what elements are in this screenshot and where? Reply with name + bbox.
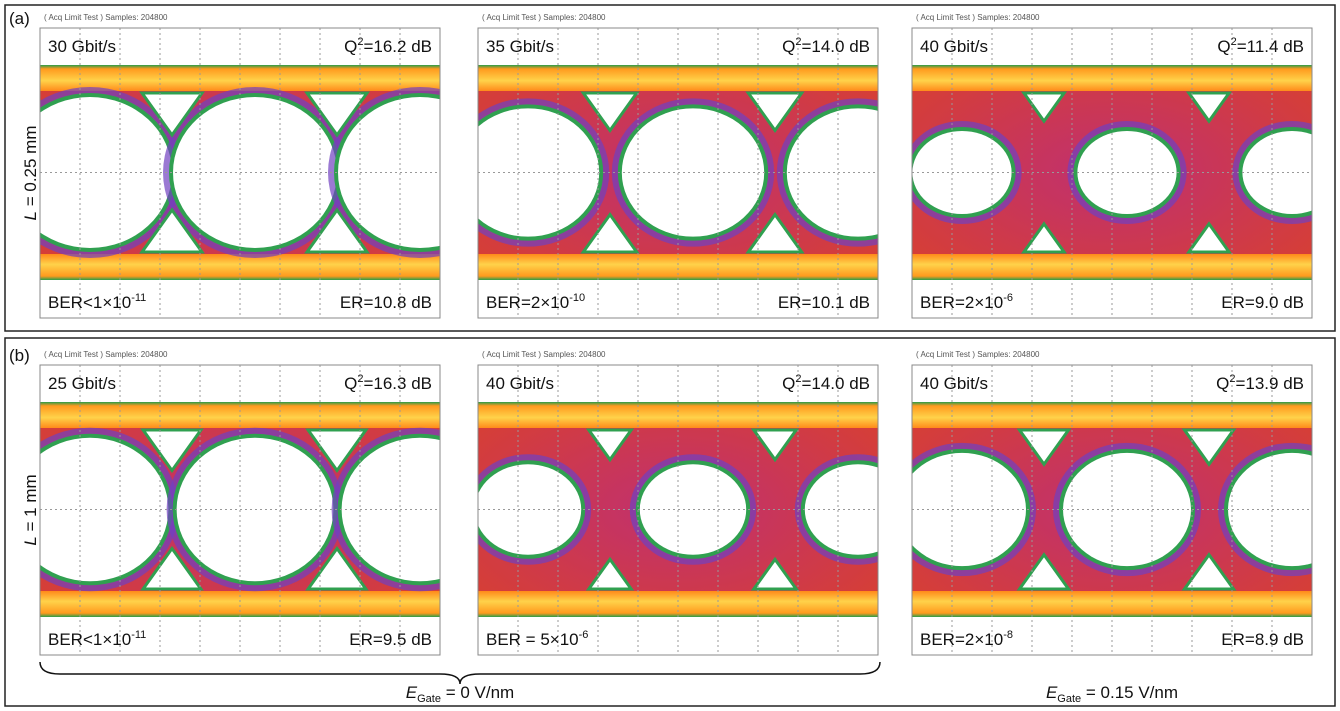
bottom-band — [478, 591, 878, 617]
bottom-band — [40, 254, 440, 280]
er-label: ER=9.5 dB — [349, 630, 432, 649]
gate-label: EGate = 0 V/nm — [406, 683, 514, 705]
er-label: ER=9.0 dB — [1221, 293, 1304, 312]
q-text: =11.4 dB — [1237, 37, 1304, 56]
side-variable: L — [21, 536, 40, 545]
q-base: Q — [782, 374, 795, 393]
row-label: (a) — [9, 9, 30, 28]
gate-text: = 0 V/nm — [441, 683, 514, 702]
panel-header: ( Acq Limit Test ) Samples: 204800 — [916, 13, 1040, 22]
q-label: Q2=16.3 dB — [344, 373, 432, 393]
q-base: Q — [344, 37, 357, 56]
q-label: Q2=14.0 dB — [782, 373, 870, 393]
panel-header: ( Acq Limit Test ) Samples: 204800 — [44, 350, 168, 359]
rate-label: 40 Gbit/s — [486, 374, 554, 393]
gate-text: = 0.15 V/nm — [1081, 683, 1178, 702]
er-label: ER=8.9 dB — [1221, 630, 1304, 649]
brace — [40, 662, 880, 684]
q-label: Q2=14.0 dB — [782, 36, 870, 56]
ber-exp: -8 — [1003, 629, 1013, 641]
gate-label: EGate = 0.15 V/nm — [1046, 683, 1178, 705]
q-label: Q2=11.4 dB — [1217, 36, 1304, 56]
q-base: Q — [782, 37, 795, 56]
side-text: = 1 mm — [21, 474, 40, 536]
side-label: L = 1 mm — [21, 474, 40, 545]
rate-label: 25 Gbit/s — [48, 374, 116, 393]
ber-label: BER<1×10-11 — [48, 629, 146, 649]
rate-label: 35 Gbit/s — [486, 37, 554, 56]
ber-label: BER=2×10-6 — [920, 292, 1013, 312]
row-label: (b) — [9, 346, 30, 365]
ber-exp: -11 — [131, 629, 146, 641]
gate-variable: E — [406, 683, 418, 702]
ber-label: BER<1×10-11 — [48, 292, 146, 312]
panel-header: ( Acq Limit Test ) Samples: 204800 — [482, 13, 606, 22]
side-label: L = 0.25 mm — [21, 126, 40, 221]
panel-header: ( Acq Limit Test ) Samples: 204800 — [482, 350, 606, 359]
side-variable: L — [21, 211, 40, 220]
q-text: =13.9 dB — [1235, 374, 1304, 393]
gate-subscript: Gate — [1057, 693, 1081, 705]
ber-exp: -11 — [131, 292, 146, 304]
er-label: ER=10.8 dB — [340, 293, 432, 312]
ber-exp: -10 — [569, 292, 585, 304]
bottom-band — [912, 591, 1312, 617]
bottom-band — [40, 591, 440, 617]
gate-subscript: Gate — [417, 693, 441, 705]
panel-header: ( Acq Limit Test ) Samples: 204800 — [916, 350, 1040, 359]
ber-text: BER<1×10 — [48, 630, 131, 649]
side-text: = 0.25 mm — [21, 126, 40, 212]
q-text: =14.0 dB — [801, 37, 870, 56]
q-label: Q2=13.9 dB — [1216, 373, 1304, 393]
q-text: =16.2 dB — [363, 37, 432, 56]
q-base: Q — [344, 374, 357, 393]
rate-label: 30 Gbit/s — [48, 37, 116, 56]
bottom-band — [912, 254, 1312, 280]
q-text: =16.3 dB — [363, 374, 432, 393]
ber-label: BER = 5×10-6 — [486, 629, 588, 649]
ber-label: BER=2×10-8 — [920, 629, 1013, 649]
q-base: Q — [1216, 374, 1229, 393]
ber-text: BER<1×10 — [48, 293, 131, 312]
figure: (a) L = 0.25 mm ( Acq Limit Test ) Samples… — [0, 0, 1340, 711]
panel-header: ( Acq Limit Test ) Samples: 204800 — [44, 13, 168, 22]
ber-label: BER=2×10-10 — [486, 292, 585, 312]
q-text: =14.0 dB — [801, 374, 870, 393]
rate-label: 40 Gbit/s — [920, 374, 988, 393]
ber-exp: -6 — [579, 629, 589, 641]
ber-text: BER = 5×10 — [486, 630, 579, 649]
ber-text: BER=2×10 — [920, 630, 1003, 649]
rate-label: 40 Gbit/s — [920, 37, 988, 56]
ber-exp: -6 — [1003, 292, 1013, 304]
q-base: Q — [1217, 37, 1230, 56]
ber-text: BER=2×10 — [920, 293, 1003, 312]
q-label: Q2=16.2 dB — [344, 36, 432, 56]
gate-variable: E — [1046, 683, 1058, 702]
ber-text: BER=2×10 — [486, 293, 569, 312]
bottom-band — [478, 254, 878, 280]
er-label: ER=10.1 dB — [778, 293, 870, 312]
